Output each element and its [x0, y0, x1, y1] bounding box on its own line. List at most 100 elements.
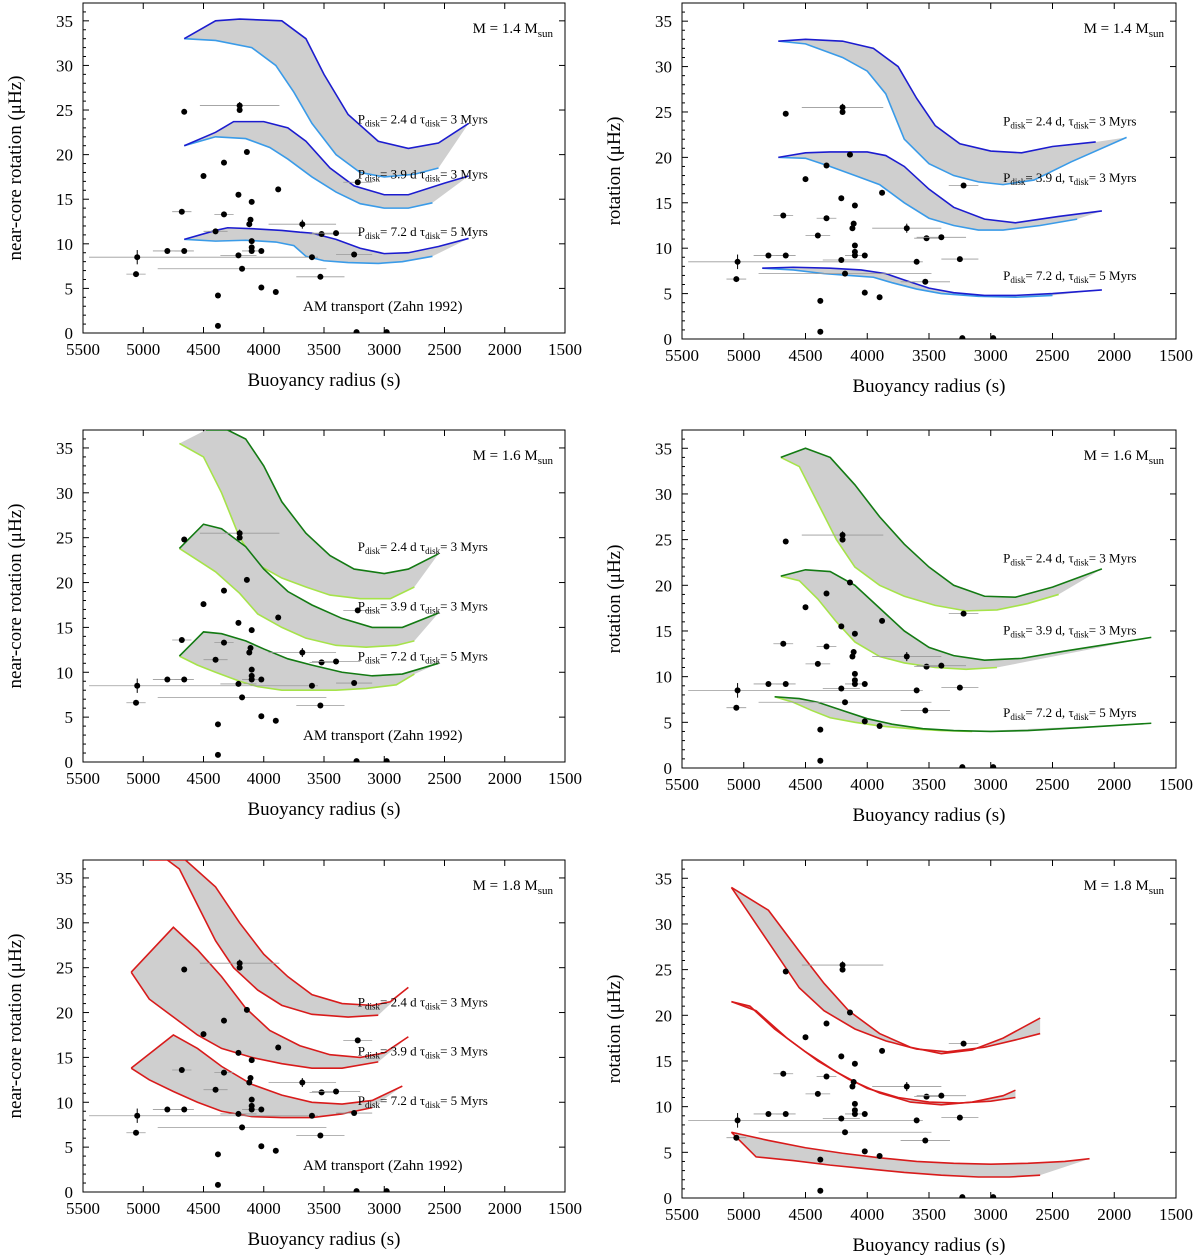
obs-point — [850, 1078, 857, 1085]
band-upper-curve-3 — [130, 1034, 403, 1105]
obs-point — [235, 191, 242, 198]
obs-point — [333, 1088, 340, 1095]
x-tick-label: 4000 — [850, 1205, 884, 1224]
obs-point — [851, 1110, 858, 1117]
obs-point — [782, 680, 789, 687]
x-tick-label: 4500 — [789, 346, 823, 365]
obs-point — [235, 680, 242, 687]
x-tick-label: 5000 — [126, 340, 160, 359]
obs-point — [823, 643, 830, 650]
band-label-1: Pdisk= 2.4 d τdisk= 3 Myrs — [358, 994, 488, 1011]
x-tick-label: 2500 — [428, 340, 462, 359]
obs-point — [178, 208, 185, 215]
obs-point — [164, 247, 171, 254]
obs-point — [851, 1060, 858, 1067]
obs-point — [814, 232, 821, 239]
obs-point — [780, 1070, 787, 1077]
x-tick-label: 5500 — [665, 346, 699, 365]
obs-point — [246, 649, 253, 656]
obs-point — [248, 1057, 255, 1064]
obs-point — [838, 1053, 845, 1060]
x-tick-label: 2000 — [488, 769, 522, 788]
obs-point — [275, 614, 282, 621]
obs-point — [236, 964, 243, 971]
obs-point — [817, 726, 824, 733]
obs-point — [220, 211, 227, 218]
obs-point — [181, 966, 188, 973]
obs-point — [353, 1188, 360, 1192]
obs-point — [849, 225, 856, 232]
band-upper-curve-2 — [778, 151, 1103, 224]
chart-panel-p31: 5500 5000 4500 4000 3500 3000 2500 2000 1500 0 5 10… — [5, 859, 582, 1250]
obs-point — [823, 1073, 830, 1080]
obs-point — [239, 1124, 246, 1131]
obs-point — [782, 538, 789, 545]
obs-point — [133, 1129, 140, 1136]
obs-point — [960, 182, 967, 189]
obs-point — [903, 225, 910, 232]
band-lower-curve-2 — [731, 1000, 1016, 1104]
obs-point — [849, 1083, 856, 1090]
band-upper-curve-1 — [778, 38, 1096, 154]
x-axis-label: Buoyancy radius (s) — [852, 805, 1005, 826]
x-tick-label: 5000 — [727, 775, 761, 794]
band-upper-curve-1 — [730, 886, 1041, 1055]
obs-point — [846, 579, 853, 586]
y-tick-label: 10 — [56, 663, 73, 682]
chart-panel-p32: 5500 5000 4500 4000 3500 3000 2500 2000 1500 0 5 10… — [604, 859, 1193, 1256]
panel-title: M = 1.8 Msun — [473, 878, 554, 897]
y-tick-label: 10 — [655, 239, 672, 258]
band-lower-curve-3 — [179, 655, 415, 692]
obs-point — [922, 278, 929, 285]
y-tick-label: 0 — [664, 330, 673, 349]
obs-point — [317, 702, 324, 709]
y-tick-label: 10 — [56, 235, 73, 254]
obs-point — [839, 108, 846, 115]
obs-point — [299, 221, 306, 228]
obs-point — [248, 666, 255, 673]
band-lower-curve-3 — [730, 1131, 1041, 1178]
band-label-3: Pdisk= 7.2 d τdisk= 5 Myrs — [358, 1093, 488, 1110]
obs-point — [838, 623, 845, 630]
obs-point — [823, 162, 830, 169]
x-tick-label: 2000 — [1097, 1205, 1131, 1224]
obs-point — [235, 1049, 242, 1056]
y-tick-label: 20 — [56, 146, 73, 165]
obs-point — [258, 284, 265, 291]
panel-title: M = 1.6 Msun — [1084, 448, 1165, 467]
obs-point — [823, 1020, 830, 1027]
observations — [89, 102, 390, 333]
transport-note: AM transport (Zahn 1992) — [303, 1158, 463, 1174]
obs-point — [178, 1066, 185, 1073]
obs-point — [351, 680, 358, 687]
obs-point — [354, 1037, 361, 1044]
obs-point — [851, 680, 858, 687]
obs-point — [239, 694, 246, 701]
y-tick-label: 25 — [655, 103, 672, 122]
obs-point — [317, 1132, 324, 1139]
obs-point — [318, 659, 325, 666]
obs-point — [272, 288, 279, 295]
obs-point — [879, 1047, 886, 1054]
x-tick-label: 3500 — [912, 1205, 946, 1224]
band-fill-1 — [780, 448, 1102, 611]
y-tick-label: 5 — [664, 285, 673, 304]
x-tick-label: 4000 — [247, 340, 281, 359]
observations — [89, 959, 390, 1192]
band-fill-1 — [149, 860, 409, 1018]
obs-point — [842, 1129, 849, 1136]
obs-point — [861, 680, 868, 687]
obs-point — [851, 630, 858, 637]
obs-point — [248, 238, 255, 245]
band-label-3: Pdisk= 7.2 d, τdisk= 5 Myrs — [1003, 705, 1136, 722]
y-tick-label: 5 — [65, 279, 74, 298]
x-tick-label: 2500 — [1036, 775, 1070, 794]
x-tick-label: 4500 — [187, 1199, 221, 1218]
obs-point — [990, 335, 997, 339]
y-tick-label: 35 — [56, 12, 73, 31]
y-tick-label: 25 — [655, 961, 672, 980]
obs-point — [733, 276, 740, 283]
band-fill-2 — [778, 151, 1102, 231]
chart-panel-p21: 5500 5000 4500 4000 3500 3000 2500 2000 1500 0 5 10… — [5, 429, 582, 820]
